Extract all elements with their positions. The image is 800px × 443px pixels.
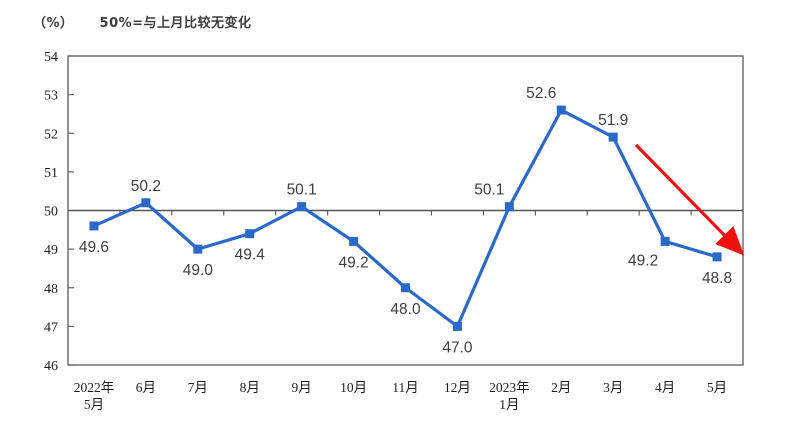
data-label: 48.0 xyxy=(390,301,421,318)
x-axis-tick-label: 10月 xyxy=(340,380,367,395)
data-point-marker xyxy=(712,252,722,262)
trend-arrow xyxy=(634,143,745,256)
x-axis-tick-label: 2月 xyxy=(551,380,571,395)
data-label: 49.2 xyxy=(338,254,368,271)
data-label: 51.9 xyxy=(598,112,628,129)
data-label: 50.2 xyxy=(131,178,161,195)
data-label: 52.6 xyxy=(526,85,556,102)
reference-note-label: 50%=与上月比较无变化 xyxy=(99,16,252,31)
x-axis-tick-label: 9月 xyxy=(292,380,312,395)
data-point-marker xyxy=(504,202,514,212)
x-axis-tick-label: 11月 xyxy=(392,380,419,395)
x-axis-tick-label: 1月 xyxy=(499,397,519,412)
y-axis-tick-label: 52 xyxy=(44,127,58,142)
x-axis-tick-label: 2022年 xyxy=(74,380,115,395)
x-axis-tick-label: 12月 xyxy=(444,380,471,395)
data-label: 50.1 xyxy=(287,182,317,199)
chart-header: （%） 50%=与上月比较无变化 xyxy=(33,12,252,31)
data-point-marker xyxy=(401,283,410,293)
data-point-marker xyxy=(89,221,99,231)
data-label: 50.1 xyxy=(474,182,504,199)
data-label: 47.0 xyxy=(442,339,473,356)
data-label: 49.6 xyxy=(79,239,109,256)
x-axis-tick-label: 5月 xyxy=(707,380,727,395)
data-label: 49.0 xyxy=(183,262,214,279)
data-point-marker xyxy=(556,105,566,115)
data-label: 48.8 xyxy=(702,270,732,287)
y-axis-tick-label: 51 xyxy=(44,166,58,181)
data-point-marker xyxy=(245,229,255,239)
x-axis-tick-label: 7月 xyxy=(188,380,208,395)
y-axis-tick-label: 47 xyxy=(44,320,58,335)
y-axis-tick-label: 48 xyxy=(44,282,58,297)
x-axis-tick-label: 3月 xyxy=(603,380,623,395)
x-axis-tick-label: 5月 xyxy=(84,397,104,412)
data-point-marker xyxy=(452,321,462,331)
y-axis-tick-label: 46 xyxy=(44,359,58,374)
data-point-marker xyxy=(608,132,618,142)
data-point-marker xyxy=(141,198,151,208)
y-axis-unit-label: （%） xyxy=(33,16,74,31)
y-axis-tick-label: 49 xyxy=(44,243,58,258)
data-label: 49.4 xyxy=(235,247,266,264)
pmi-series-line xyxy=(92,108,719,328)
x-axis-tick-label: 4月 xyxy=(655,380,675,395)
data-point-marker xyxy=(297,202,307,212)
y-axis-tick-label: 53 xyxy=(44,89,58,104)
x-axis-tick-label: 2023年 xyxy=(489,380,530,395)
data-point-marker xyxy=(660,236,670,246)
data-point-marker xyxy=(193,244,203,254)
y-axis-tick-label: 54 xyxy=(44,50,58,65)
x-axis-tick-label: 6月 xyxy=(136,380,156,395)
x-axis-tick-label: 8月 xyxy=(240,380,260,395)
y-axis-tick-label: 50 xyxy=(44,205,58,220)
data-point-marker xyxy=(349,236,359,246)
data-label: 49.2 xyxy=(628,252,658,269)
